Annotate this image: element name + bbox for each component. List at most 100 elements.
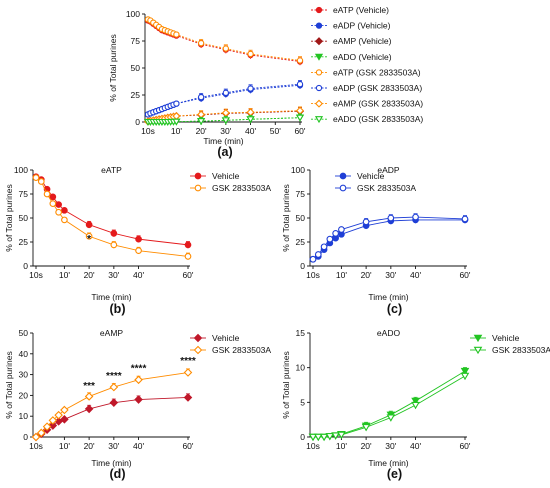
x-tick-label: 30' (385, 441, 396, 451)
legend: eATP (Vehicle) eADP (Vehicle) eAMP (Vehicl… (311, 5, 423, 124)
x-axis-label: Time (min) (91, 458, 131, 468)
y-axis-label: % of Total purines (4, 184, 14, 251)
x-axis-label: Time (min) (368, 458, 408, 468)
y-tick-label: 10 (19, 411, 29, 421)
y-tick-label: 50 (296, 213, 306, 223)
chart-title: eAMP (100, 328, 123, 338)
y-axis-label: % of Total purines (281, 184, 291, 251)
x-tick-label: 60' (459, 441, 470, 451)
legend-marker (193, 345, 203, 355)
axes-frame (309, 333, 467, 438)
legend-marker (473, 334, 483, 343)
series-line (313, 370, 466, 438)
y-tick-label: 25 (131, 90, 141, 100)
data-point (60, 405, 69, 415)
y-tick-label: 75 (131, 36, 141, 46)
data-point (37, 178, 45, 185)
x-tick-label: 10s (306, 270, 320, 280)
data-point (247, 50, 254, 58)
legend-marker (339, 172, 347, 180)
x-tick-label: 60' (294, 126, 305, 136)
data-point (332, 230, 339, 237)
x-tick-label: 30' (220, 126, 231, 136)
data-point (85, 232, 93, 240)
x-tick-label: 10' (59, 441, 70, 451)
data-point (134, 375, 143, 385)
data-point (184, 241, 192, 249)
legend-label: eADP (GSK 2833503A) (333, 83, 422, 93)
y-tick-label: 20 (19, 390, 29, 400)
x-tick-label: 20' (84, 270, 95, 280)
x-tick-label: 30' (108, 270, 119, 280)
y-tick-label: 50 (19, 213, 29, 223)
data-point (197, 118, 206, 126)
x-axis-label: Time (min) (368, 292, 408, 302)
data-point (55, 201, 62, 208)
legend-label: GSK 2833503A (357, 183, 416, 193)
y-axis-label: % of Total purines (4, 351, 14, 418)
chart-title: eADP (377, 165, 400, 175)
y-tick-label: 25 (296, 237, 306, 247)
y-tick-label: 10 (296, 363, 306, 373)
data-point (110, 241, 118, 249)
panel-label: (d) (110, 467, 126, 481)
data-point (313, 433, 323, 442)
y-tick-label: 75 (296, 189, 306, 199)
x-tick-label: 10' (171, 126, 182, 136)
legend-marker (314, 37, 324, 46)
data-point (54, 410, 63, 420)
data-point (48, 416, 58, 425)
data-point (246, 116, 255, 124)
x-tick-label: 10s (306, 441, 320, 451)
legend-marker (193, 333, 203, 343)
series-line (312, 216, 466, 260)
legend-label: eADP (Vehicle) (333, 21, 391, 31)
series-line (147, 110, 301, 122)
panel-a: 0 25 50 75 100 10s 10' 20' 30' 40' 50' 60' Time (min… (108, 5, 423, 159)
significance-marker: **** (131, 363, 147, 374)
data-point (48, 421, 58, 430)
data-point (308, 433, 318, 442)
data-point (184, 253, 192, 260)
x-tick-label: 10s (29, 441, 43, 451)
series-line (35, 177, 189, 257)
x-tick-label: 60' (182, 270, 193, 280)
panel-label: (b) (110, 302, 126, 316)
legend-label: GSK 2833503A (212, 183, 271, 193)
x-tick-label: 60' (182, 441, 193, 451)
x-axis-label: Time (min) (91, 292, 131, 302)
x-tick-label: 30' (385, 270, 396, 280)
data-point (109, 398, 119, 407)
y-tick-label: 30 (19, 370, 29, 380)
x-tick-label: 20' (84, 441, 95, 451)
data-point (460, 372, 470, 381)
data-point (61, 206, 68, 214)
panel-c: 0 25 50 75 100 10s 10' 20' 30' 40' 60' Time (min) % … (281, 165, 471, 316)
panel-label: (e) (387, 467, 402, 481)
y-tick-label: 75 (19, 189, 29, 199)
legend-label: eAMP (GSK 2833503A) (333, 99, 423, 109)
series-line (35, 372, 189, 438)
y-tick-label: 0 (23, 261, 28, 271)
legend: Vehicle GSK 2833503A (190, 333, 271, 355)
series-line (147, 110, 301, 122)
legend-label: Vehicle (212, 171, 240, 181)
legend-label: eAMP (Vehicle) (333, 36, 392, 46)
panel-label: (c) (387, 302, 402, 316)
data-point (183, 393, 193, 402)
legend-label: Vehicle (212, 333, 240, 343)
data-point (173, 31, 180, 38)
data-point (309, 255, 317, 263)
significance-marker: **** (180, 356, 196, 367)
data-point (338, 226, 345, 233)
data-point (173, 100, 180, 107)
data-point (31, 432, 41, 442)
significance-marker: *** (83, 381, 95, 392)
data-point (460, 367, 470, 376)
legend-label: eATP (GSK 2833503A) (333, 67, 421, 77)
data-point (361, 424, 371, 432)
data-point (109, 382, 119, 392)
legend-label: eADO (GSK 2833503A) (333, 114, 423, 124)
y-tick-label: 0 (300, 261, 305, 271)
